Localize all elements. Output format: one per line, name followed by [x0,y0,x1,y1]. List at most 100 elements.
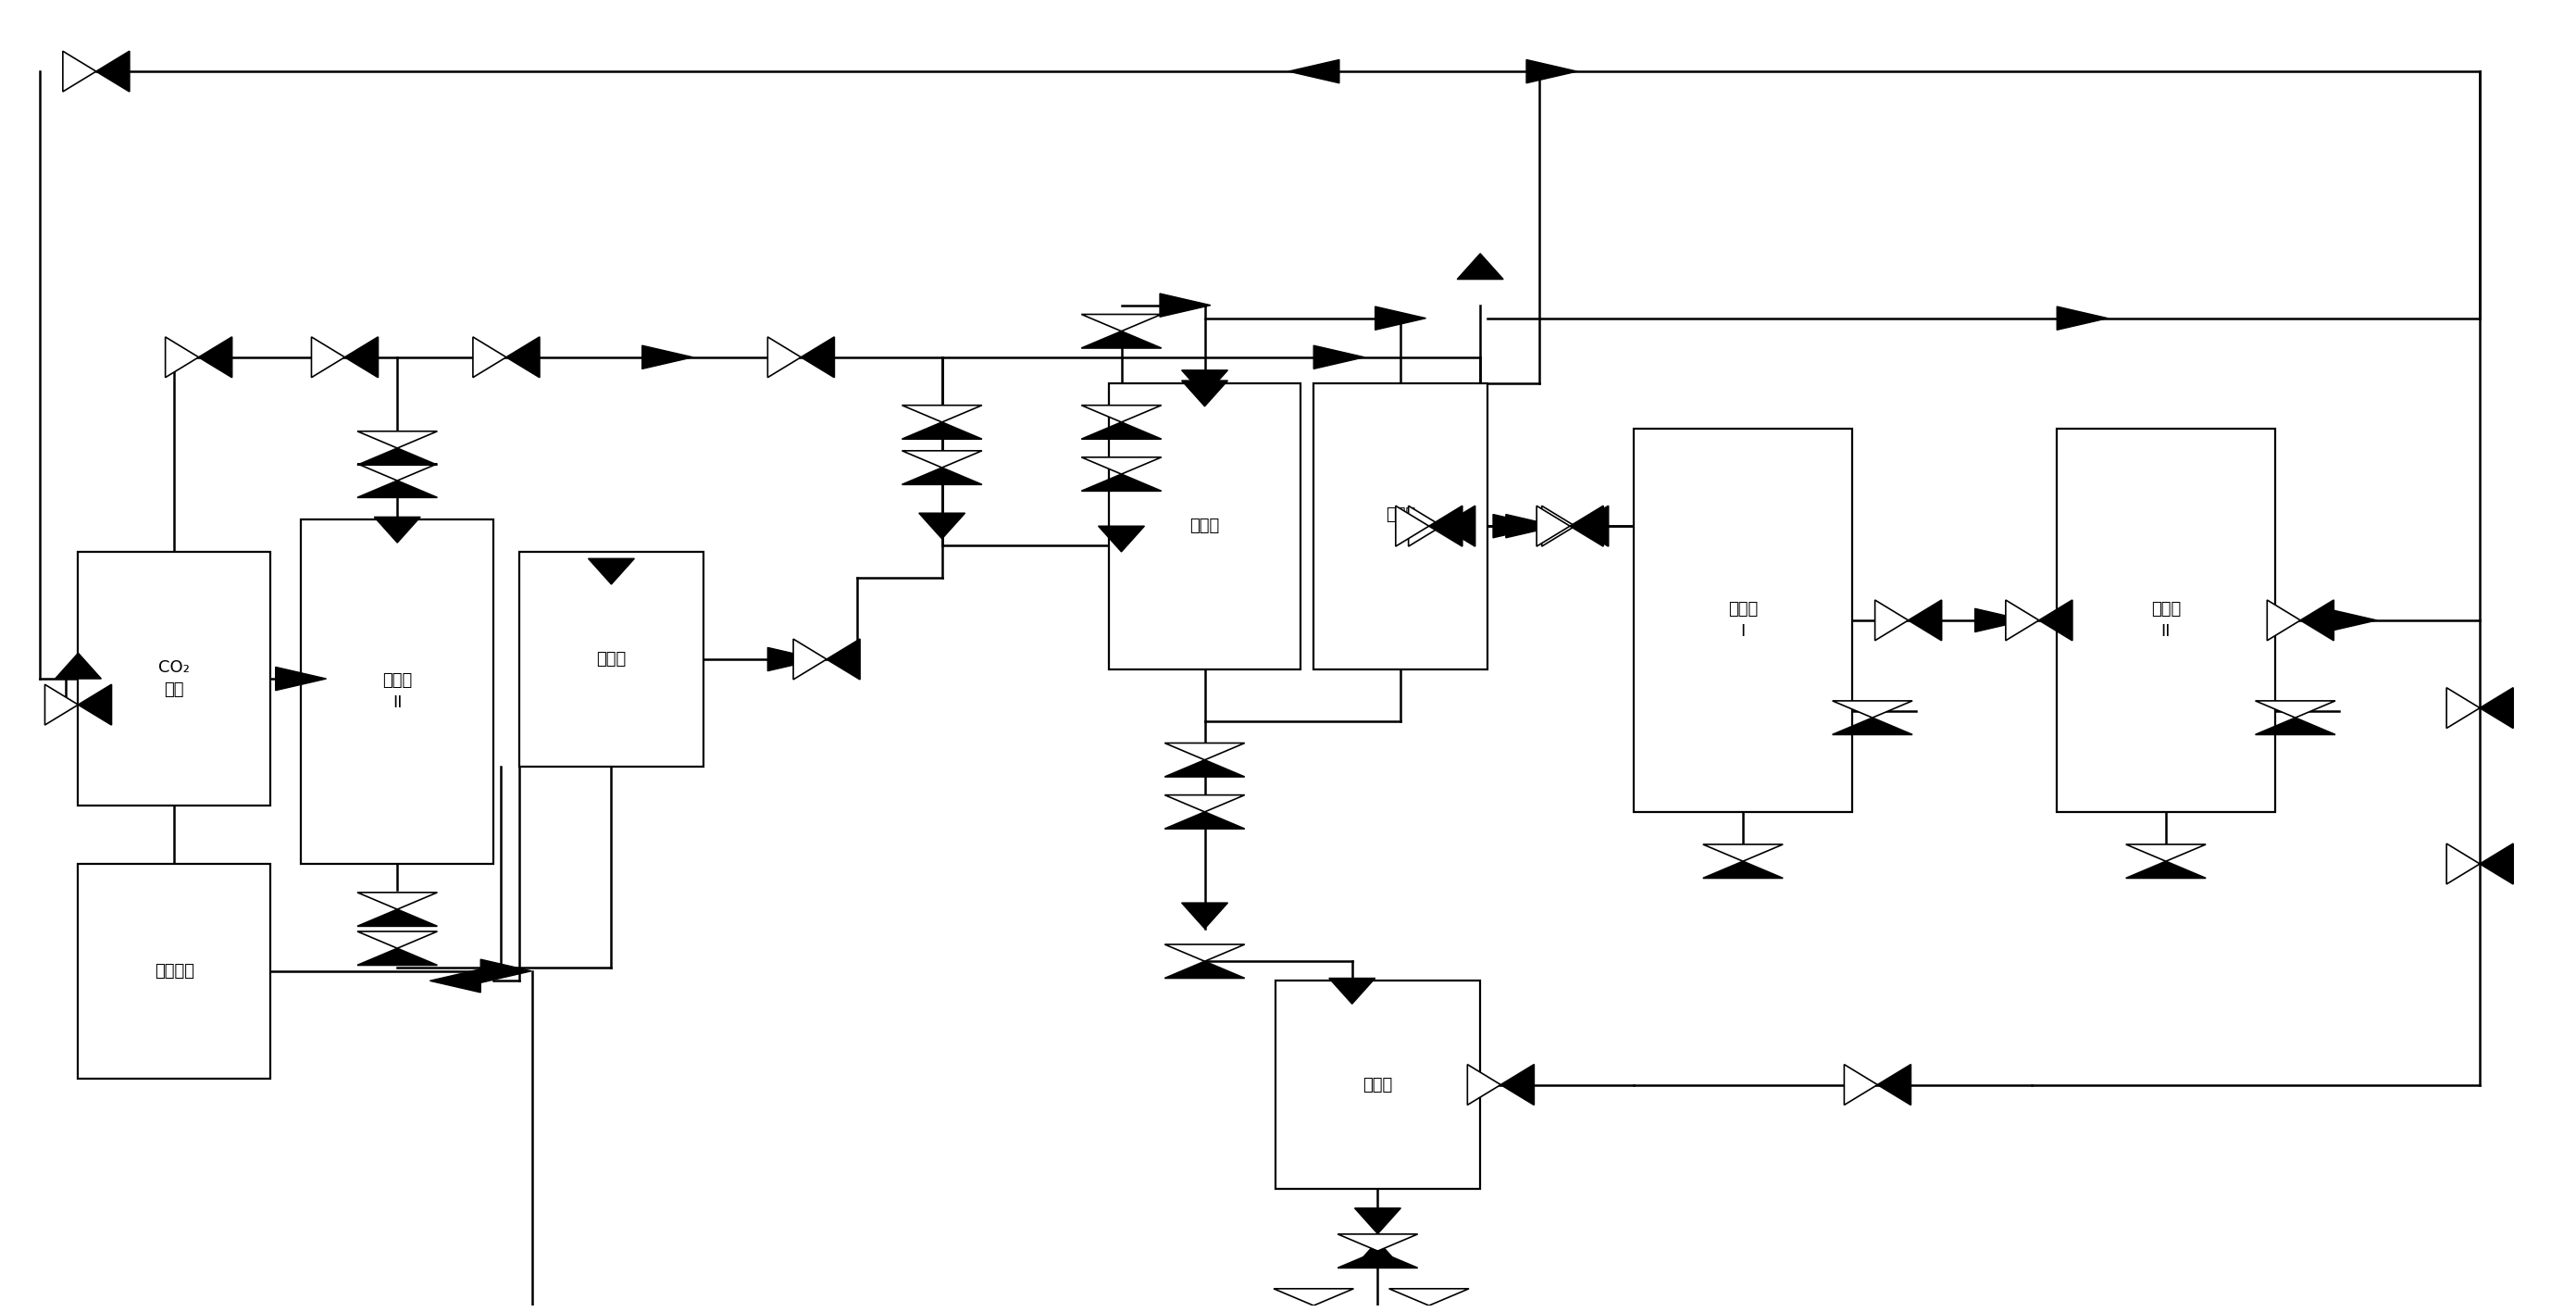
Text: 分离器
II: 分离器 II [2151,601,2182,639]
Polygon shape [358,932,438,949]
Polygon shape [358,949,438,966]
Polygon shape [1832,718,1911,735]
Polygon shape [1159,294,1211,318]
Polygon shape [1337,1252,1417,1267]
Polygon shape [2447,844,2481,884]
Polygon shape [1082,315,1162,331]
Polygon shape [641,345,693,369]
Polygon shape [358,432,438,449]
Polygon shape [920,513,966,539]
Polygon shape [2481,844,2514,884]
Polygon shape [1875,600,1909,640]
Polygon shape [2257,701,2336,718]
Polygon shape [312,337,345,378]
Polygon shape [2040,600,2071,640]
Polygon shape [1878,1064,1911,1105]
Polygon shape [768,648,819,670]
Polygon shape [902,451,981,467]
Polygon shape [1097,526,1144,552]
Polygon shape [1468,1064,1502,1105]
Polygon shape [902,405,981,422]
Polygon shape [44,685,77,726]
Polygon shape [482,959,531,983]
Polygon shape [276,666,327,690]
Polygon shape [1164,945,1244,962]
Bar [77,552,270,806]
Polygon shape [358,463,438,480]
Polygon shape [165,337,198,378]
Polygon shape [1082,422,1162,440]
Bar [1633,429,1852,812]
Polygon shape [2267,600,2300,640]
Polygon shape [1458,253,1504,279]
Polygon shape [1164,743,1244,760]
Text: 冷凝器: 冷凝器 [598,651,626,668]
Polygon shape [1494,514,1543,538]
Polygon shape [827,639,860,680]
Polygon shape [902,467,981,484]
Polygon shape [1703,845,1783,861]
Bar [1314,383,1489,669]
Bar [2058,429,2275,812]
Polygon shape [1396,506,1430,546]
Polygon shape [2125,861,2205,878]
Polygon shape [2481,687,2514,728]
Polygon shape [1164,812,1244,829]
Text: CO₂
鈢瓶: CO₂ 鈢瓶 [160,660,191,698]
Polygon shape [1337,1235,1417,1252]
Polygon shape [1082,405,1162,422]
Polygon shape [2007,600,2040,640]
Polygon shape [345,337,379,378]
Polygon shape [1164,795,1244,812]
Polygon shape [1082,457,1162,474]
Polygon shape [1528,59,1577,83]
Text: 净化器
II: 净化器 II [381,673,412,711]
Polygon shape [1164,760,1244,777]
Polygon shape [1082,474,1162,491]
Polygon shape [793,639,827,680]
Bar [77,863,270,1078]
Polygon shape [1329,979,1376,1004]
Text: 萸取器: 萸取器 [1363,1076,1394,1093]
Polygon shape [54,653,100,678]
Bar [1275,981,1481,1189]
Polygon shape [1182,370,1229,396]
Polygon shape [1502,1064,1535,1105]
Polygon shape [1314,345,1365,369]
Polygon shape [1569,506,1602,546]
Polygon shape [358,480,438,497]
Polygon shape [2257,718,2336,735]
Text: 混合器: 混合器 [1190,518,1218,534]
Polygon shape [1182,903,1229,929]
Polygon shape [358,449,438,464]
Bar [518,552,703,766]
Polygon shape [1430,506,1463,546]
Polygon shape [1832,701,1911,718]
Polygon shape [1388,1305,1468,1312]
Polygon shape [1703,861,1783,878]
Bar [1108,383,1301,669]
Polygon shape [430,970,482,992]
Polygon shape [1182,380,1229,407]
Polygon shape [77,685,111,726]
Polygon shape [2300,600,2334,640]
Polygon shape [1355,1241,1401,1266]
Polygon shape [1909,600,1942,640]
Text: 净化器
I: 净化器 I [1386,506,1417,546]
Polygon shape [1538,506,1569,546]
Polygon shape [1164,962,1244,979]
Polygon shape [358,909,438,926]
Polygon shape [1976,609,2025,632]
Polygon shape [1543,506,1574,546]
Polygon shape [95,51,129,92]
Polygon shape [2326,609,2378,632]
Polygon shape [1844,1064,1878,1105]
Polygon shape [1388,1288,1468,1305]
Polygon shape [1273,1288,1352,1305]
Polygon shape [1082,331,1162,348]
Polygon shape [587,559,634,584]
Polygon shape [1273,1305,1352,1312]
Polygon shape [1355,1208,1401,1233]
Polygon shape [507,337,538,378]
Polygon shape [2125,845,2205,861]
